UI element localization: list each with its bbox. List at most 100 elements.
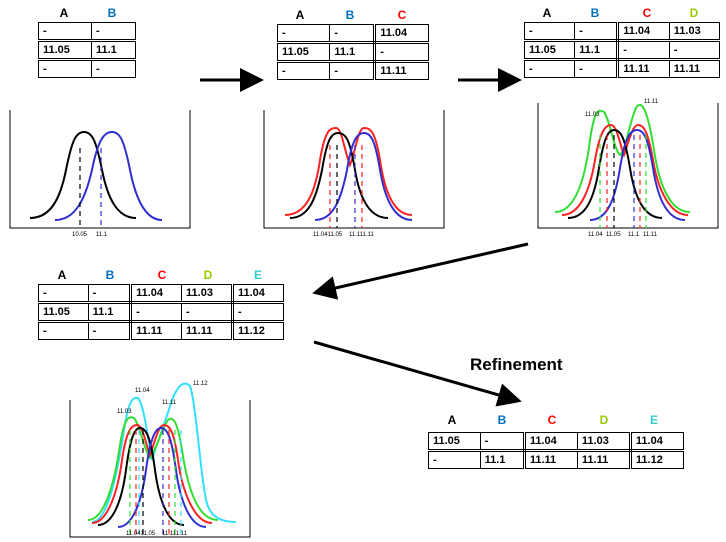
plot2-tick-2: 11.111.11 bbox=[349, 232, 375, 238]
cell: 11.11 bbox=[181, 321, 234, 340]
refinement-header-e: E bbox=[649, 413, 658, 427]
plot4-curve-b bbox=[117, 426, 207, 528]
plot4-frame bbox=[69, 400, 251, 538]
plot2-curve-b bbox=[314, 131, 413, 221]
plot1-curve-a bbox=[29, 130, 137, 219]
plot4-curve-c bbox=[91, 423, 213, 524]
plot4-peak-label-3: 11.03 bbox=[117, 409, 132, 415]
cell: 11.04 bbox=[130, 284, 183, 304]
cell: - bbox=[87, 321, 133, 340]
cell: - bbox=[329, 61, 377, 80]
cell: - bbox=[38, 321, 89, 340]
stage3-header-a: A bbox=[542, 6, 552, 20]
plot4-tick-2: 11.111.11 bbox=[162, 531, 188, 537]
stage1-table: -- 11.05 11.1 -- bbox=[38, 22, 136, 78]
cell: 11.11 bbox=[374, 61, 429, 80]
cell: - bbox=[91, 22, 136, 42]
cell: 11.03 bbox=[181, 284, 234, 304]
cell: - bbox=[668, 40, 721, 61]
refinement-header-a: A bbox=[447, 413, 457, 427]
cell: - bbox=[479, 432, 526, 452]
cell: - bbox=[181, 302, 234, 323]
stage3-header-b: B bbox=[590, 6, 600, 20]
plot4-peak-label-4: 11.11 bbox=[162, 400, 177, 406]
cell: 11.1 bbox=[479, 450, 526, 469]
cell: - bbox=[130, 302, 183, 323]
cell: 11.05 bbox=[276, 42, 331, 63]
stage3-header-d: D bbox=[689, 6, 699, 20]
plot3-frame bbox=[537, 103, 719, 229]
plot1-frame bbox=[9, 110, 191, 229]
plot3-curve-a bbox=[567, 128, 663, 219]
cell: - bbox=[276, 61, 331, 80]
arrow-stage3-to-stage4 bbox=[312, 242, 529, 300]
cell: - bbox=[574, 22, 620, 42]
cell: - bbox=[38, 284, 89, 304]
cell: 11.11 bbox=[523, 450, 578, 469]
cell: - bbox=[428, 450, 481, 469]
cell: 11.12 bbox=[232, 321, 284, 340]
cell: 11.04 bbox=[523, 432, 578, 452]
plot2-curve-c bbox=[284, 126, 413, 216]
cell: 11.1 bbox=[87, 302, 133, 323]
plot3-tick-3: 11.1 bbox=[628, 232, 640, 238]
plot3-tick-4: 11.11 bbox=[643, 232, 658, 238]
cell: 11.04 bbox=[629, 432, 685, 452]
cell: - bbox=[523, 59, 576, 78]
cell: 11.11 bbox=[617, 59, 670, 78]
cell: 11.04 bbox=[617, 22, 670, 42]
stage1-header-b: B bbox=[107, 6, 117, 20]
cell: - bbox=[38, 59, 92, 78]
cell: 11.11 bbox=[576, 450, 632, 469]
cell: - bbox=[87, 284, 133, 304]
cell: - bbox=[329, 24, 377, 44]
cell: - bbox=[574, 59, 620, 78]
cell: - bbox=[523, 22, 576, 42]
plot4-peak-label-1: 11.04 bbox=[135, 388, 150, 394]
stage3-table: - -11.04 11.03 11.05 11.1- - - -11.11 11.11 bbox=[523, 22, 721, 78]
plot3-curve-d bbox=[554, 103, 691, 213]
refinement-header-b: B bbox=[497, 413, 507, 427]
refinement-header-c: C bbox=[547, 413, 557, 427]
stage2-header-c: C bbox=[397, 8, 407, 22]
plot3-tick-1: 11.04 bbox=[588, 232, 603, 238]
cell: 11.05 bbox=[428, 432, 481, 452]
refinement-title: Refinement bbox=[470, 355, 563, 374]
plot3-peak-label-2: 11.11 bbox=[644, 99, 659, 105]
plot2-tick-1: 11.0411.05 bbox=[313, 232, 343, 238]
stage4-header-c: C bbox=[157, 268, 167, 282]
stage3-header-c: C bbox=[642, 6, 652, 20]
cell: - bbox=[374, 42, 429, 63]
plot3-curve-c bbox=[561, 123, 689, 216]
stage4-header-a: A bbox=[57, 268, 67, 282]
plot1-tick-1: 10.05 bbox=[72, 232, 88, 238]
plot4-tick-1: 11.0411.05 bbox=[126, 531, 156, 537]
stage4-table: - -11.04 11.03 11.04 11.05 11.1- - - - -11.11 11… bbox=[38, 284, 284, 340]
stage2-header-b: B bbox=[345, 8, 355, 22]
cell: 11.05 bbox=[38, 40, 92, 61]
cell: 11.04 bbox=[374, 24, 429, 44]
plot4-curve-a bbox=[97, 426, 185, 526]
stage4-header-b: B bbox=[105, 268, 115, 282]
cell: - bbox=[232, 302, 284, 323]
stage2-table: - -11.04 11.05 11.1- - -11.11 bbox=[276, 24, 429, 80]
plot4-curve-d bbox=[87, 416, 219, 521]
plot3-tick-2: 11.05 bbox=[606, 232, 621, 238]
cell: 11.05 bbox=[38, 302, 89, 323]
plot2-frame bbox=[263, 110, 445, 229]
plot3-peak-label-1: 11.03 bbox=[585, 112, 600, 118]
plot4-peak-label-2: 11.12 bbox=[193, 381, 208, 387]
plot1-tick-2: 11.1 bbox=[96, 232, 108, 238]
stage4-header-e: E bbox=[253, 268, 262, 282]
cell: - bbox=[38, 22, 92, 42]
cell: 11.11 bbox=[130, 321, 183, 340]
cell: 11.03 bbox=[668, 22, 721, 42]
cell: 11.05 bbox=[523, 40, 576, 61]
stage2-header-a: A bbox=[295, 8, 305, 22]
cell: - bbox=[617, 40, 670, 61]
cell: 11.1 bbox=[574, 40, 620, 61]
plot1-curve-b bbox=[54, 130, 163, 221]
refinement-header-d: D bbox=[599, 413, 609, 427]
cell: 11.12 bbox=[629, 450, 685, 469]
